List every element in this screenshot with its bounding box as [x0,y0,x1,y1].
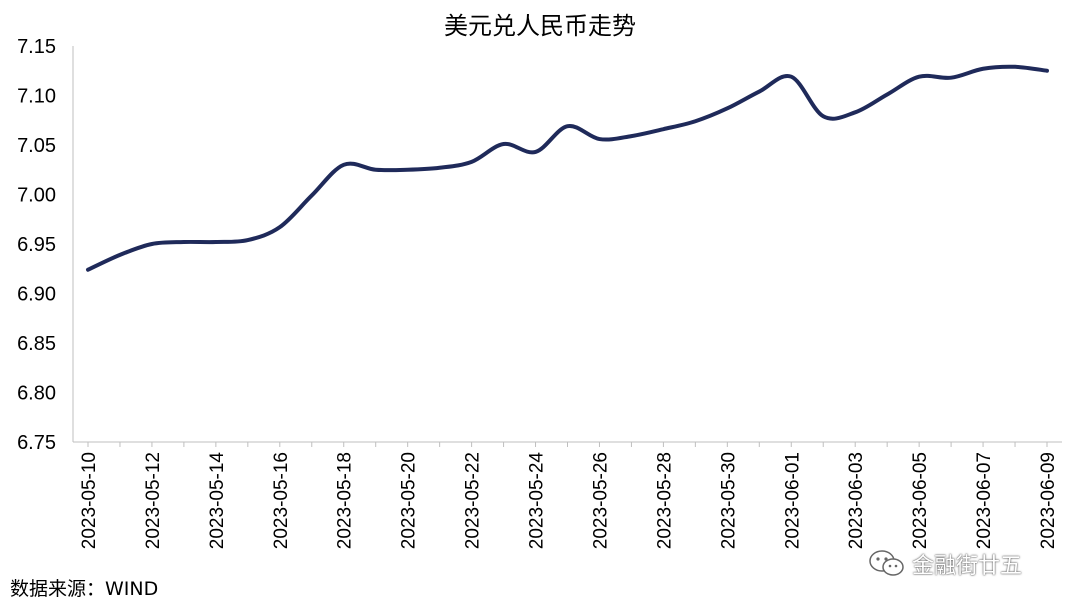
x-tick-label: 2023-06-03 [846,452,867,549]
data-point [278,225,282,229]
data-point [1013,65,1017,69]
data-point [534,150,538,154]
series-line [86,64,1049,272]
data-point [310,193,314,197]
data-point [885,93,889,97]
data-point [757,90,761,94]
x-tick-label: 2023-05-30 [718,452,739,549]
y-tick-label: 7.00 [17,185,56,207]
watermark: 金融街廿五 [868,548,1068,580]
data-point [597,137,601,141]
x-tick-marks [87,442,1048,447]
y-tick-label: 7.05 [17,135,56,157]
x-tick-label: 2023-06-07 [974,452,995,549]
x-tick-label: 2023-06-05 [910,452,931,549]
x-tick-label: 2023-05-12 [143,452,164,549]
data-point [853,110,857,114]
data-point [214,240,218,244]
data-point [981,67,985,71]
chart-title: 美元兑人民币走势 [444,12,636,40]
y-tick-label: 7.15 [17,36,56,58]
data-point [342,163,346,167]
data-point [406,168,410,172]
data-point [150,242,154,246]
data-point [86,268,90,272]
data-point [725,106,729,110]
x-tick-label: 2023-05-10 [79,452,100,549]
x-tick-label: 2023-05-26 [590,452,611,549]
x-tick-label: 2023-05-22 [463,452,484,549]
data-point [502,142,506,146]
data-point [949,76,953,80]
data-point [566,124,570,128]
x-tick-label: 2023-06-09 [1038,452,1059,549]
wechat-icon [869,550,904,576]
y-tick-label: 6.90 [17,284,56,306]
data-point [182,240,186,244]
x-tick-label: 2023-05-18 [335,452,356,549]
data-point [1045,69,1049,73]
x-tick-label: 2023-05-24 [527,452,548,550]
data-point [661,127,665,131]
data-point [629,134,633,138]
data-point [118,253,122,257]
y-tick-label: 6.80 [17,383,56,405]
data-point [821,114,825,118]
y-tick-labels: 6.75 6.80 6.85 6.90 6.95 7.00 7.05 7.10 7.15 [17,36,56,454]
data-point [246,238,250,242]
y-tick-label: 6.95 [17,234,56,256]
data-point [470,160,474,164]
data-point [438,166,442,170]
x-tick-label: 2023-05-14 [207,452,228,550]
x-tick-label: 2023-05-20 [399,452,420,549]
x-tick-label: 2023-05-16 [271,452,292,549]
x-tick-label: 2023-05-28 [654,452,675,549]
y-tick-label: 7.10 [17,86,56,108]
x-tick-label: 2023-06-01 [782,452,803,549]
watermark-text: 金融街廿五 [912,554,1023,579]
data-point [693,119,697,123]
x-tick-labels: 2023-05-10 2023-05-12 2023-05-14 2023-05-16… [79,452,1059,550]
data-point [789,75,793,79]
y-tick-label: 6.75 [17,432,56,454]
data-point [374,168,378,172]
y-tick-label: 6.85 [17,333,56,355]
data-source-note: 数据来源：WIND [10,578,159,600]
data-point [917,75,921,79]
